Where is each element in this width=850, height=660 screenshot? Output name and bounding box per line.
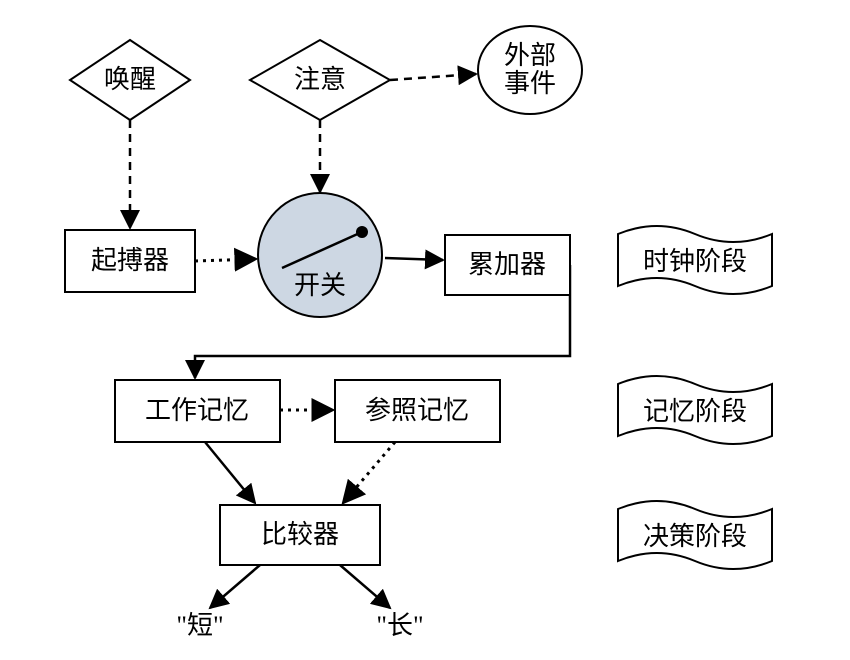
flowchart-svg: 唤醒 注意 外部 事件 起搏器 开关 累加器 (0, 0, 850, 660)
external-event-label-1: 外部 (504, 41, 556, 70)
short-label: "短" (176, 611, 223, 640)
clock-phase-flag: 时钟阶段 (618, 226, 772, 294)
switch-label: 开关 (294, 271, 346, 300)
clock-phase-label: 时钟阶段 (643, 247, 747, 276)
nodes: 唤醒 注意 外部 事件 起搏器 开关 累加器 (65, 26, 582, 640)
edge-reference_memory-comparator (343, 442, 395, 503)
comparator-node: 比较器 (220, 505, 380, 565)
phase-flags: 时钟阶段 记忆阶段 决策阶段 (618, 226, 772, 569)
accumulator-node: 累加器 (445, 235, 570, 295)
external-event-label-2: 事件 (504, 69, 556, 98)
external-event-node: 外部 事件 (478, 26, 582, 114)
wake-node: 唤醒 (70, 40, 190, 120)
pacemaker-node: 起搏器 (65, 230, 195, 292)
edge-comparator-short (210, 565, 260, 608)
decision-phase-label: 决策阶段 (643, 522, 747, 551)
attention-node: 注意 (250, 40, 390, 120)
memory-phase-flag: 记忆阶段 (618, 376, 772, 444)
reference-memory-label: 参照记忆 (365, 396, 469, 425)
comparator-label: 比较器 (261, 520, 339, 549)
attention-label: 注意 (294, 65, 346, 94)
reference-memory-node: 参照记忆 (335, 380, 500, 442)
wake-label: 唤醒 (104, 65, 156, 94)
decision-phase-flag: 决策阶段 (618, 501, 772, 569)
working-memory-node: 工作记忆 (115, 380, 280, 442)
pacemaker-label: 起搏器 (91, 246, 169, 275)
switch-node: 开关 (258, 193, 382, 317)
edge-pacemaker-switch (195, 259, 256, 261)
edge-attention-external_event (390, 74, 476, 80)
edge-switch-accumulator (385, 258, 443, 260)
edge-comparator-long (340, 565, 390, 608)
edge-working_memory-comparator (205, 442, 255, 503)
accumulator-label: 累加器 (468, 250, 546, 279)
long-label: "长" (376, 611, 423, 640)
memory-phase-label: 记忆阶段 (643, 397, 747, 426)
working-memory-label: 工作记忆 (145, 396, 249, 425)
